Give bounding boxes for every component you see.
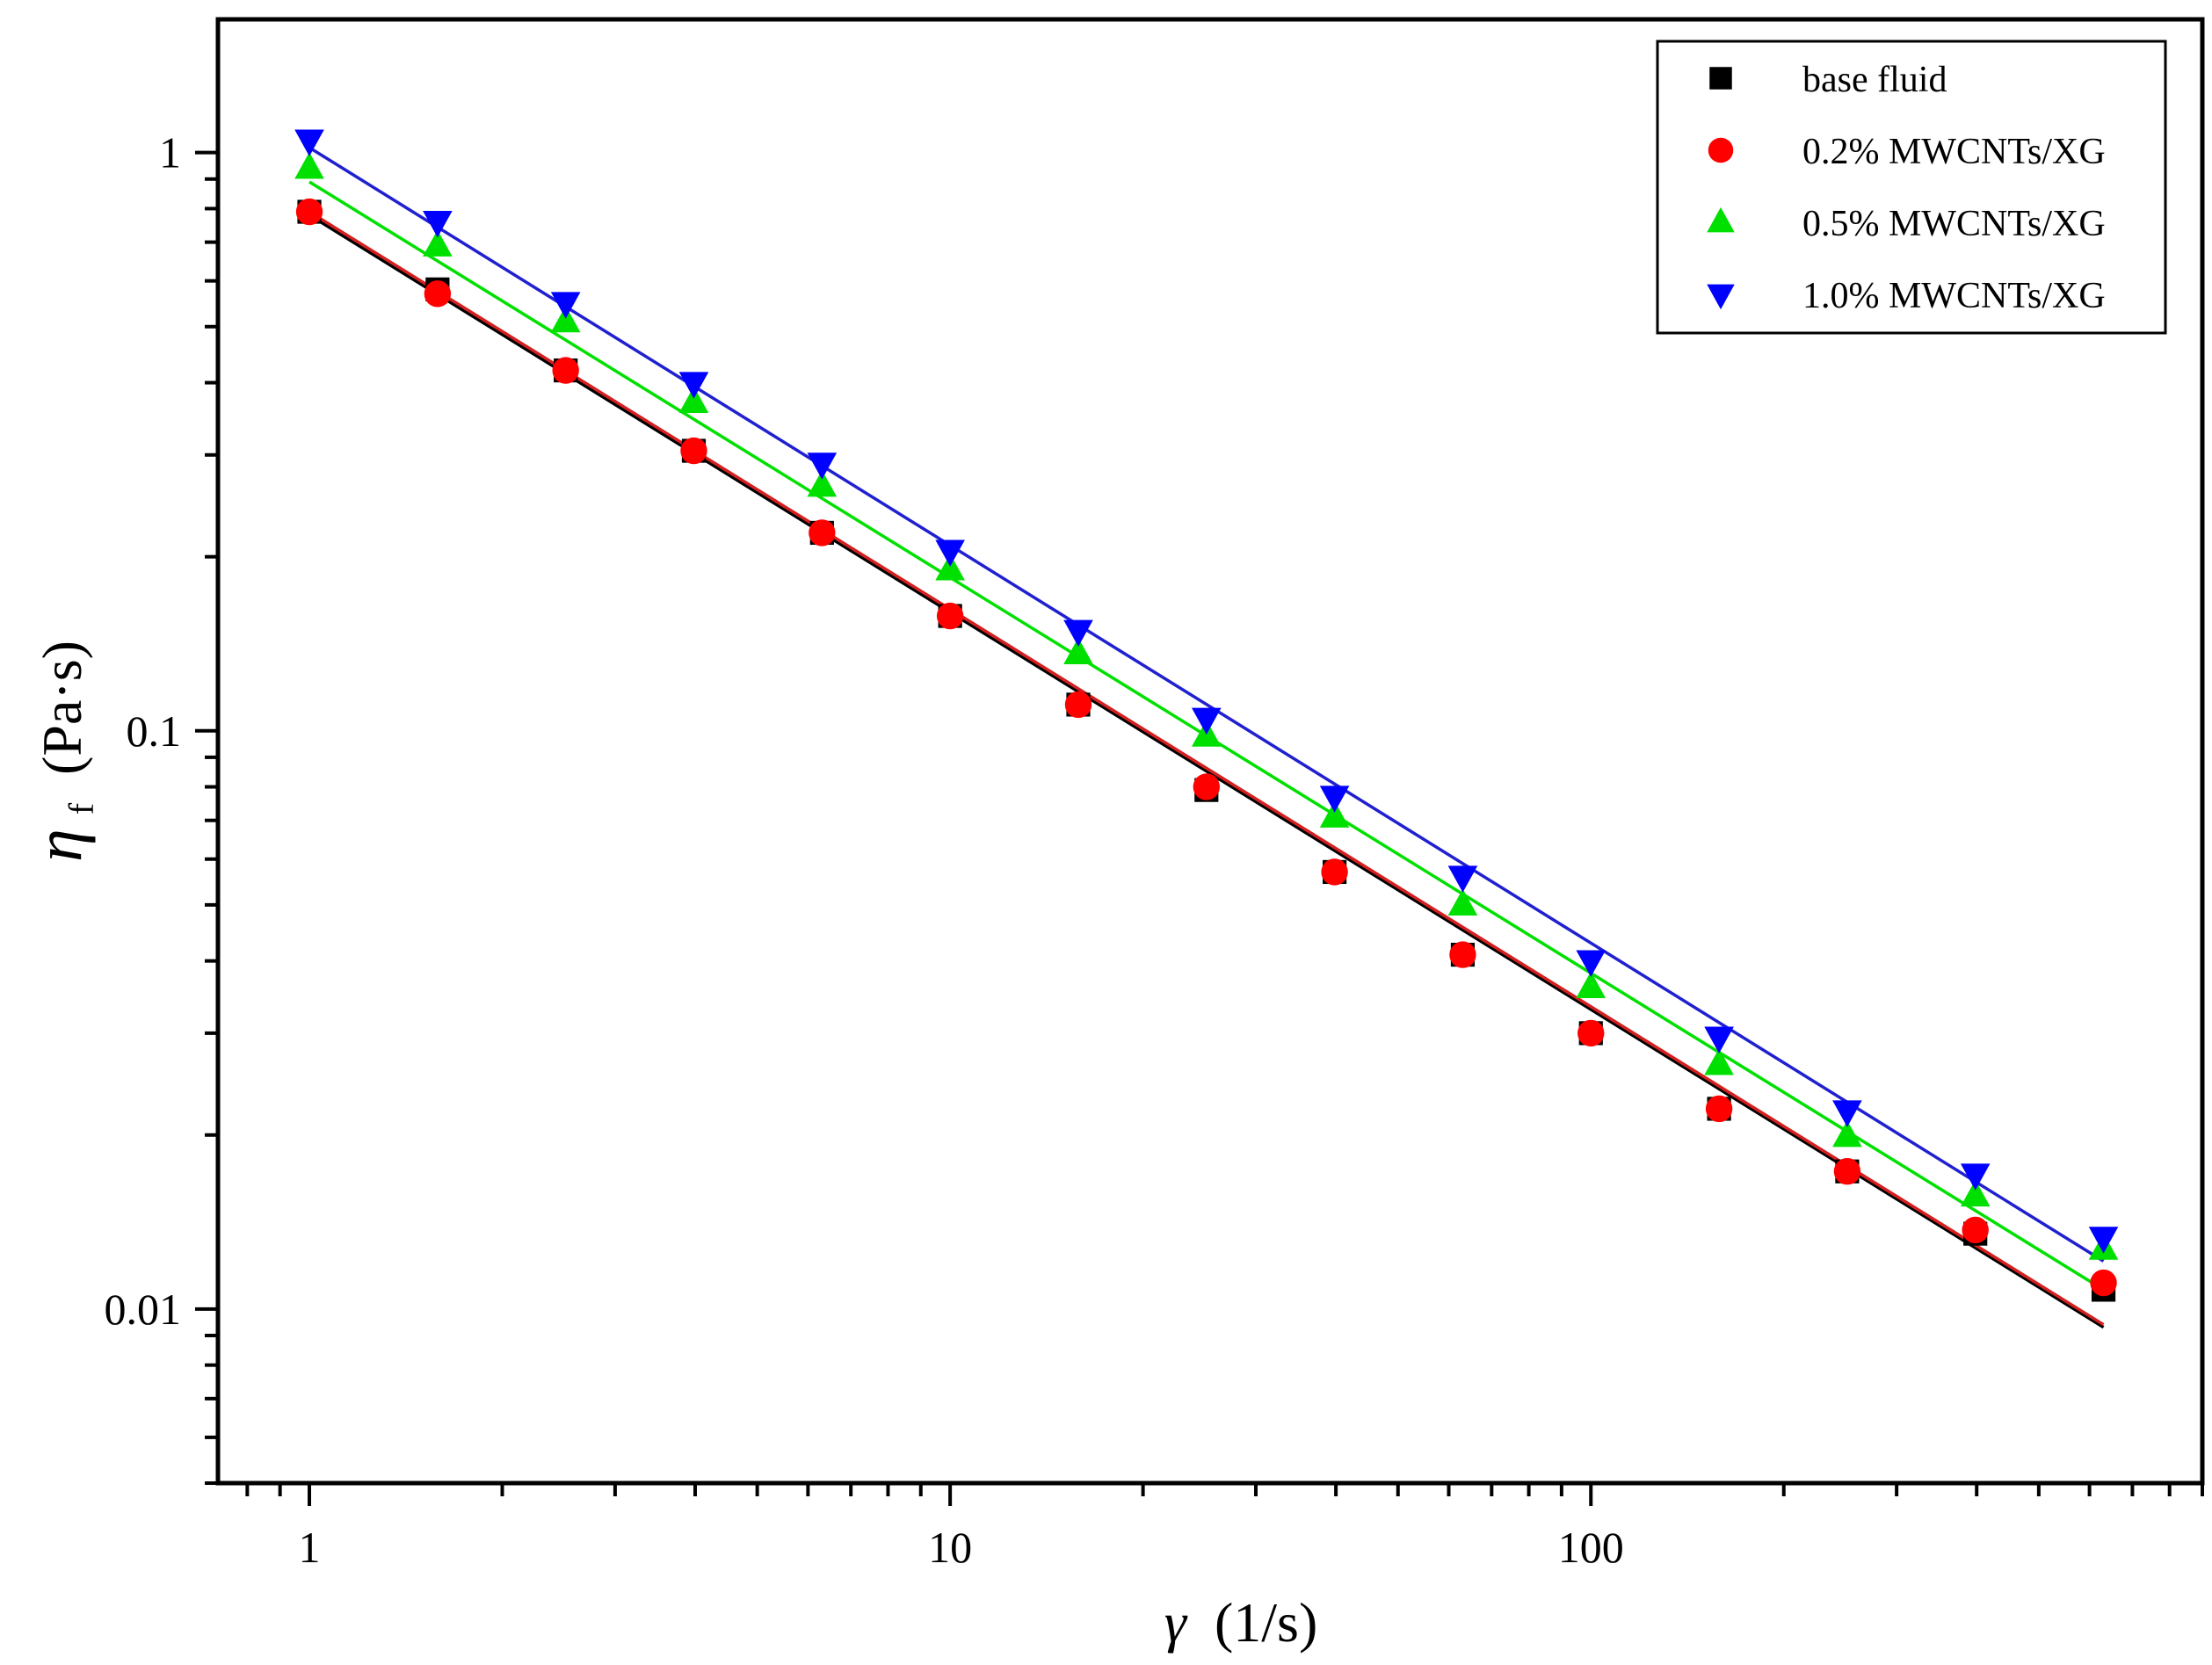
data-point bbox=[1833, 1158, 1861, 1185]
legend: base fluid 0.2% MWCNTs/XG 0.5% MWCNTs/XG 1.… bbox=[1656, 40, 2167, 335]
data-point bbox=[2090, 1269, 2117, 1297]
data-point bbox=[2088, 1227, 2119, 1254]
data-point bbox=[1576, 950, 1606, 977]
data-point bbox=[1960, 1163, 1991, 1191]
legend-marker-2 bbox=[1708, 137, 1734, 163]
data-point bbox=[552, 357, 579, 384]
y-tick-label: 0.01 bbox=[105, 1285, 182, 1334]
data-point bbox=[1832, 1119, 1862, 1147]
data-point bbox=[807, 469, 838, 497]
data-point bbox=[1063, 619, 1093, 648]
data-point bbox=[1705, 1095, 1733, 1123]
x-tick-label: 1 bbox=[299, 1523, 321, 1572]
data-point bbox=[935, 554, 965, 581]
data-point bbox=[424, 280, 452, 308]
y-tick-label: 0.1 bbox=[127, 706, 182, 756]
fit-line-4 bbox=[308, 146, 2105, 1263]
data-point bbox=[423, 210, 453, 238]
data-point bbox=[807, 452, 838, 480]
series-2 bbox=[295, 198, 2117, 1297]
data-point bbox=[809, 519, 836, 547]
data-point bbox=[550, 305, 581, 333]
y-axis-title: η f (Pa·s) bbox=[22, 641, 105, 862]
legend-marker-4 bbox=[1707, 284, 1735, 310]
x-axis-unit: (1/s) bbox=[1215, 1591, 1317, 1654]
x-tick-label: 100 bbox=[1558, 1523, 1624, 1572]
data-point bbox=[423, 229, 453, 257]
data-point bbox=[1832, 1100, 1862, 1127]
y-axis-subscript: f bbox=[62, 802, 101, 814]
data-point bbox=[294, 129, 324, 156]
series-3 bbox=[294, 152, 2119, 1260]
fit-line-1 bbox=[308, 214, 2105, 1329]
data-point bbox=[1191, 707, 1222, 735]
data-point bbox=[1064, 691, 1092, 719]
data-point bbox=[1576, 971, 1606, 998]
data-point bbox=[550, 292, 581, 319]
data-point bbox=[1704, 1048, 1734, 1075]
legend-box bbox=[1656, 40, 2167, 335]
data-point bbox=[1063, 637, 1093, 665]
legend-marker-1 bbox=[1709, 67, 1732, 90]
data-point bbox=[1960, 1179, 1991, 1207]
data-point bbox=[1704, 1026, 1734, 1053]
data-point bbox=[1319, 800, 1350, 828]
x-axis-symbol: γ bbox=[1164, 1591, 1188, 1654]
y-axis-symbol: η bbox=[22, 829, 96, 862]
data-point bbox=[678, 372, 709, 399]
legend-marker-3 bbox=[1707, 206, 1735, 233]
y-axis-unit: (Pa·s) bbox=[31, 641, 93, 775]
data-point bbox=[678, 386, 709, 413]
legend-label-3: 0.5% MWCNTs/XG bbox=[1802, 204, 2106, 244]
data-point bbox=[1962, 1216, 1989, 1244]
data-point bbox=[295, 198, 323, 226]
data-point bbox=[680, 437, 707, 465]
data-point bbox=[1319, 785, 1350, 813]
data-point bbox=[935, 539, 965, 567]
data-point bbox=[294, 152, 324, 179]
plot-frame bbox=[215, 17, 2205, 1486]
data-markers bbox=[294, 129, 2119, 1302]
legend-label-1: base fluid bbox=[1802, 60, 1947, 100]
data-point bbox=[1577, 1019, 1605, 1047]
y-tick-label: 1 bbox=[159, 128, 181, 177]
data-point bbox=[1449, 941, 1476, 968]
legend-label-2: 0.2% MWCNTs/XG bbox=[1802, 132, 2106, 172]
data-point bbox=[1193, 773, 1220, 800]
fit-line-2 bbox=[308, 210, 2105, 1327]
x-tick-label: 10 bbox=[928, 1523, 972, 1572]
series-4 bbox=[294, 129, 2119, 1254]
data-point bbox=[1447, 865, 1478, 893]
axes: 1 10 100 0.01 0.1 1 bbox=[105, 128, 2204, 1572]
data-point bbox=[936, 602, 964, 630]
data-point bbox=[1321, 858, 1348, 886]
legend-label-4: 1.0% MWCNTs/XG bbox=[1802, 276, 2106, 316]
x-axis-title: γ (1/s) bbox=[1164, 1591, 1318, 1654]
data-point bbox=[1447, 888, 1478, 916]
